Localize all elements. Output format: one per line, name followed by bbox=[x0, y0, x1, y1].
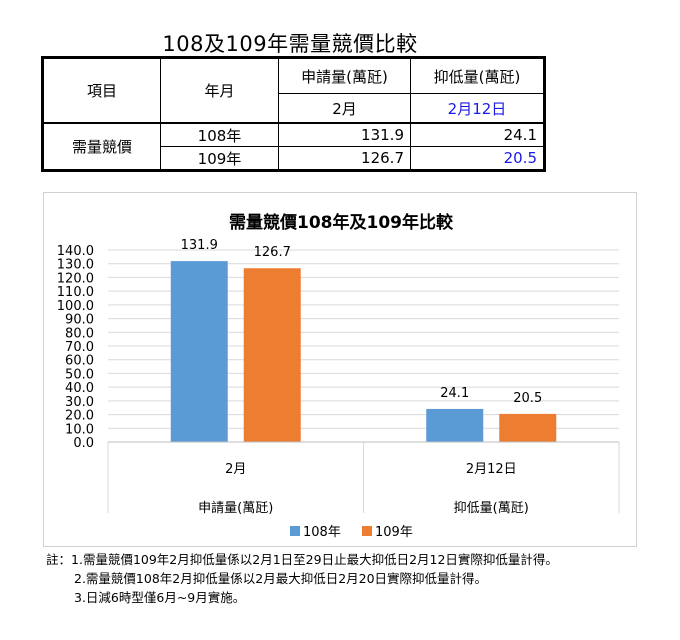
header-item: 項目 bbox=[42, 57, 161, 124]
legend-label: 109年 bbox=[375, 525, 413, 540]
data-label: 126.7 bbox=[254, 245, 291, 260]
y-tick-label: 120.0 bbox=[57, 271, 94, 286]
data-label: 20.5 bbox=[513, 391, 542, 406]
y-tick-label: 140.0 bbox=[57, 244, 94, 259]
bar bbox=[499, 413, 557, 442]
y-tick-label: 130.0 bbox=[57, 258, 94, 273]
note-line: 3.日減6時型僅6月~9月實施。 bbox=[46, 588, 676, 607]
summary-table: 項目 年月 申請量(萬瓩) 抑低量(萬瓩) 2月 2月12日 需量競價 108年… bbox=[41, 56, 546, 172]
y-tick-label: 40.0 bbox=[65, 381, 94, 396]
y-tick-label: 50.0 bbox=[65, 367, 94, 382]
chart-title: 需量競價108年及109年比較 bbox=[229, 212, 454, 233]
x-group-label: 抑低量(萬瓩) bbox=[454, 501, 529, 516]
row-reduce-value: 24.1 bbox=[410, 122, 545, 147]
y-tick-label: 10.0 bbox=[65, 422, 94, 437]
y-tick-label: 20.0 bbox=[65, 409, 94, 424]
note-text: 3.日減6時型僅6月~9月實施。 bbox=[74, 590, 246, 605]
header-reduce: 抑低量(萬瓩) bbox=[410, 57, 545, 94]
row-reduce-value: 20.5 bbox=[410, 146, 545, 171]
legend-swatch bbox=[290, 526, 300, 536]
row-group-label: 需量競價 bbox=[42, 122, 161, 171]
subheader-apply: 2月 bbox=[278, 93, 411, 124]
y-tick-label: 110.0 bbox=[57, 285, 94, 300]
subheader-reduce: 2月12日 bbox=[410, 93, 545, 124]
row-apply-value: 126.7 bbox=[278, 146, 411, 171]
legend-swatch bbox=[362, 526, 372, 536]
y-tick-label: 70.0 bbox=[65, 340, 94, 355]
notes-prefix: 註： bbox=[46, 552, 72, 567]
bar bbox=[170, 261, 228, 442]
bar bbox=[426, 408, 484, 442]
note-text: 1.需量競價109年2月抑低量係以2月1日至29日止最大抑低日2月12日實際抑低… bbox=[71, 552, 558, 567]
data-label: 131.9 bbox=[181, 238, 218, 253]
bar bbox=[243, 268, 301, 442]
header-yearmonth: 年月 bbox=[160, 57, 279, 124]
table-row: 需量競價 108年 131.9 24.1 bbox=[42, 122, 545, 171]
chart-area: 需量競價108年及109年比較 0.0 10.0 20.0 30.0 40.0 50.0 60… bbox=[43, 192, 637, 547]
note-text: 2.需量競價108年2月抑低量係以2月最大抑低日2月20日實際抑低量計得。 bbox=[74, 571, 488, 586]
y-tick-label: 100.0 bbox=[57, 299, 94, 314]
y-tick-label: 0.0 bbox=[73, 436, 94, 451]
header-apply: 申請量(萬瓩) bbox=[278, 57, 411, 94]
y-tick-label: 90.0 bbox=[65, 313, 94, 328]
x-tick-label: 2月 bbox=[225, 462, 246, 477]
y-tick-label: 60.0 bbox=[65, 354, 94, 369]
page-title: 108及109年需量競價比較 bbox=[162, 32, 418, 56]
table-row: 109年 126.7 20.5 bbox=[43, 146, 545, 171]
row-year: 108年 bbox=[160, 122, 279, 147]
notes: 註：1.需量競價109年2月抑低量係以2月1日至29日止最大抑低日2月12日實際… bbox=[46, 550, 676, 607]
row-year: 109年 bbox=[160, 146, 279, 171]
x-tick-label: 2月12日 bbox=[466, 462, 517, 477]
x-group-label: 申請量(萬瓩) bbox=[198, 501, 273, 516]
note-line: 2.需量競價108年2月抑低量係以2月最大抑低日2月20日實際抑低量計得。 bbox=[46, 569, 676, 588]
bar-chart: 需量競價108年及109年比較 0.010.020.030.040.050.060… bbox=[57, 212, 620, 540]
data-label: 24.1 bbox=[440, 386, 469, 401]
y-tick-label: 30.0 bbox=[65, 395, 94, 410]
y-tick-label: 80.0 bbox=[65, 326, 94, 341]
row-apply-value: 131.9 bbox=[278, 122, 411, 147]
note-line: 註：1.需量競價109年2月抑低量係以2月1日至29日止最大抑低日2月12日實際… bbox=[46, 550, 676, 569]
legend-label: 108年 bbox=[303, 525, 341, 540]
